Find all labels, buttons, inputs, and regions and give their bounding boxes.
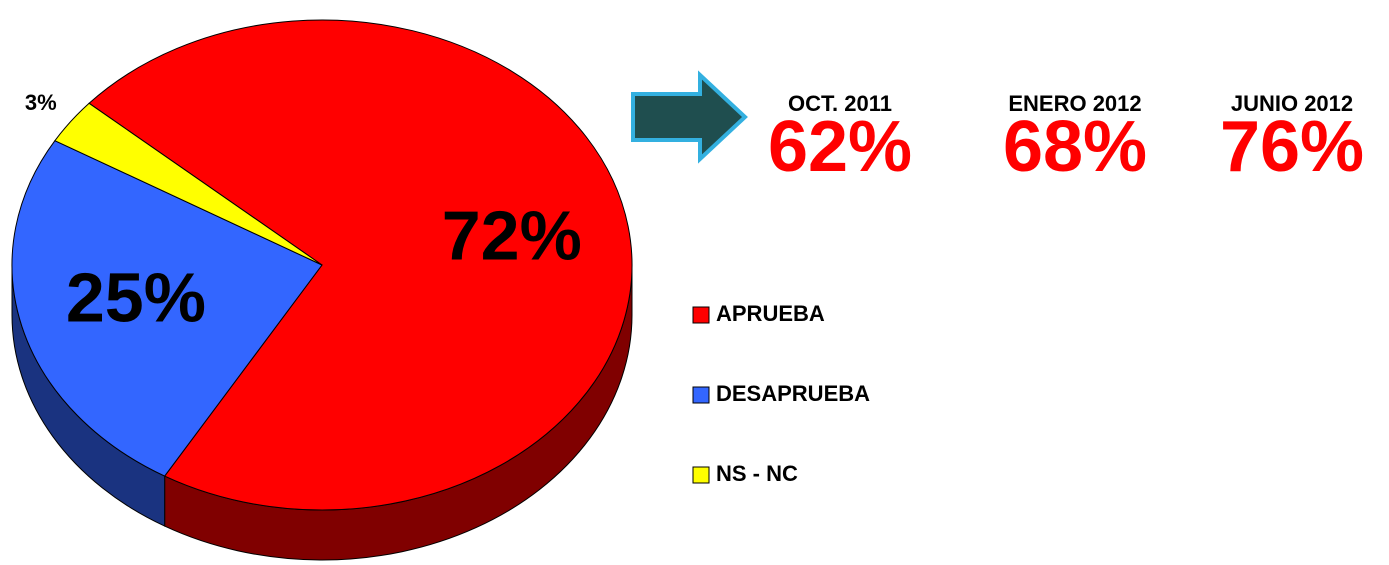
legend-swatch [692,306,710,324]
history-value: 76% [1220,107,1364,187]
data-label: 72% [442,196,582,274]
legend-label: APRUEBA [716,301,825,326]
history-value: 62% [768,107,912,187]
data-label: 3% [25,90,57,115]
legend-swatch [692,386,710,404]
legend-label: DESAPRUEBA [716,381,870,406]
history-period: ENERO 2012 [1008,91,1141,116]
legend-swatch [692,466,710,484]
pie-slice [54,102,323,266]
data-label: 25% [66,259,206,337]
arrow [631,70,748,164]
legend-label: NS - NC [716,461,798,486]
history-period: JUNIO 2012 [1231,91,1353,116]
history-value: 68% [1003,107,1147,187]
pie-slice [11,140,323,477]
history-period: OCT. 2011 [788,91,892,116]
pie-slice [88,19,633,511]
